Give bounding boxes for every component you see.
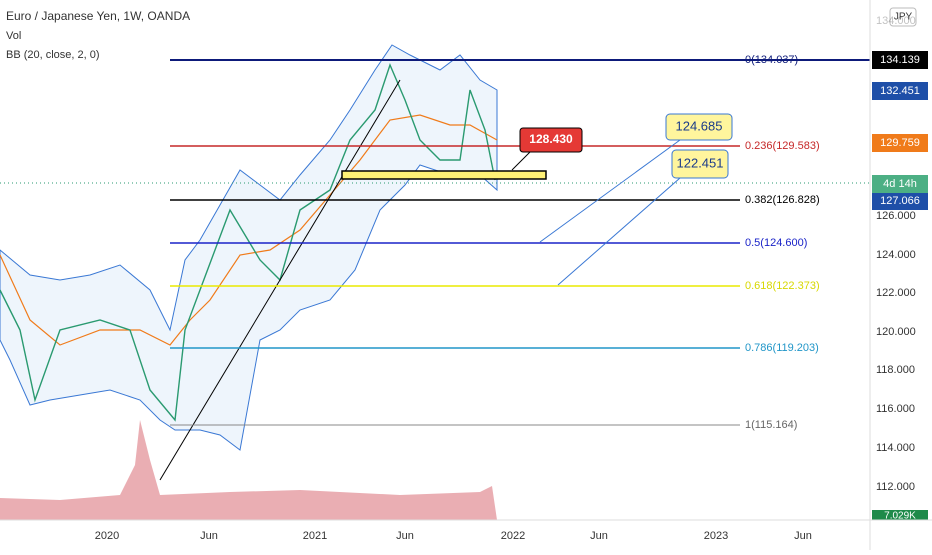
price-label: 122.000 bbox=[876, 287, 916, 299]
fib-label: 1(115.164) bbox=[745, 419, 797, 431]
callout-pointer bbox=[511, 151, 531, 171]
badge bbox=[872, 510, 928, 520]
badge bbox=[872, 51, 928, 69]
time-label: 2021 bbox=[303, 530, 327, 542]
callout-box bbox=[665, 113, 733, 141]
fib-label: 0.236(129.583) bbox=[745, 140, 820, 152]
badge bbox=[872, 175, 928, 193]
badge-label: 127.066 bbox=[880, 195, 920, 207]
fib-label: 0.382(126.828) bbox=[745, 194, 820, 206]
badge-label: 7.029K bbox=[884, 511, 916, 522]
time-label: 2023 bbox=[704, 530, 728, 542]
time-label: Jun bbox=[200, 530, 218, 542]
price-label: 124.000 bbox=[876, 249, 916, 261]
time-label: 2020 bbox=[95, 530, 119, 542]
badge bbox=[872, 82, 928, 100]
badge bbox=[872, 193, 928, 210]
legend-line: Vol bbox=[6, 30, 21, 42]
callout-pointer bbox=[539, 139, 681, 243]
callout-pointer bbox=[557, 177, 681, 286]
badge-label: 132.451 bbox=[880, 85, 920, 97]
legend-line: BB (20, close, 2, 0) bbox=[6, 49, 100, 61]
fib-label: 0.5(124.600) bbox=[745, 237, 807, 249]
price-label: 120.000 bbox=[876, 326, 916, 338]
callout-box bbox=[671, 149, 729, 179]
time-label: Jun bbox=[396, 530, 414, 542]
badge-label: 129.759 bbox=[880, 137, 920, 149]
fib-label: 0.618(122.373) bbox=[745, 280, 820, 292]
bb-band bbox=[0, 44, 498, 451]
price-label: 116.000 bbox=[876, 403, 915, 415]
callout-label: 128.430 bbox=[529, 132, 573, 146]
badge-label: 4d 14h bbox=[883, 178, 917, 190]
time-label: Jun bbox=[794, 530, 812, 542]
price-label: 114.000 bbox=[876, 442, 915, 454]
callout-label: 124.685 bbox=[676, 118, 723, 133]
support-zone bbox=[341, 170, 547, 180]
badge bbox=[872, 134, 928, 152]
price-label: 118.000 bbox=[876, 364, 915, 376]
time-label: Jun bbox=[590, 530, 608, 542]
badge-label: 134.139 bbox=[880, 54, 920, 66]
callout-label: 122.451 bbox=[677, 155, 724, 170]
time-label: 2022 bbox=[501, 530, 525, 542]
price-label: 112.000 bbox=[876, 481, 915, 493]
volume bbox=[0, 420, 497, 520]
price-label: 134.000 bbox=[876, 15, 916, 27]
price-label: 126.000 bbox=[876, 210, 916, 222]
currency-label: JPY bbox=[894, 12, 913, 23]
fib-label: 0.786(119.203) bbox=[745, 342, 819, 354]
fib-label: 0(134.037) bbox=[745, 54, 798, 66]
currency-button[interactable] bbox=[889, 7, 917, 27]
callout-box bbox=[519, 127, 583, 153]
legend-line: Euro / Japanese Yen, 1W, OANDA bbox=[6, 9, 190, 23]
